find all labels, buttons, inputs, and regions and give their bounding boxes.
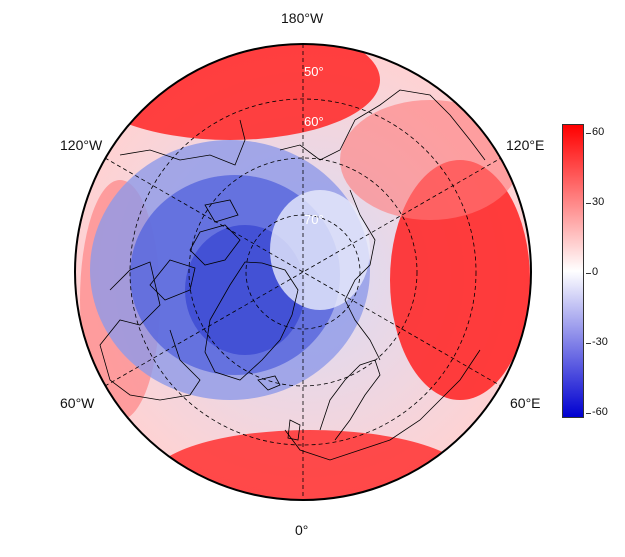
longitude-label-lower-right: 60°E [510, 395, 541, 411]
field-layer [75, 44, 531, 500]
longitude-label-bottom: 0° [295, 522, 309, 538]
latitude-label-60: 60° [304, 114, 324, 129]
siberia-coast [279, 89, 486, 161]
north-america-coast [99, 261, 201, 401]
longitude-label-upper-right: 120°E [506, 137, 545, 153]
greenland-coast [204, 261, 299, 381]
alaska-coast [119, 119, 246, 166]
colorbar-tick-label: -30 [592, 336, 608, 348]
longitude-label-lower-left: 60°W [60, 395, 95, 411]
latitude-label-50: 50° [304, 64, 324, 79]
colorbar-tick [586, 413, 591, 414]
map-boundary [74, 43, 532, 501]
graticule [104, 44, 502, 500]
scandinavia-coast [319, 359, 381, 441]
coastlines [99, 89, 486, 461]
meridian-60w-120e [104, 157, 502, 387]
colorbar-tick-label: 60 [592, 126, 605, 138]
latitude-circle-60 [188, 157, 418, 387]
colorbar-tick-label: 0 [592, 266, 599, 278]
latitude-label-70: 70° [304, 212, 324, 227]
eurasia-north-coast [344, 189, 381, 361]
canadian-archipelago-coast [149, 199, 241, 301]
colorbar-tick [586, 273, 591, 274]
colorbar-tick [586, 203, 591, 204]
latitude-circle-50 [129, 98, 477, 446]
colorbar-tick [586, 343, 591, 344]
colorbar-tick-label: -60 [592, 406, 608, 418]
colorbar-tick [586, 133, 591, 134]
europe-coast [284, 349, 481, 461]
iceland-coast [257, 375, 281, 391]
meridian-120w-60e [104, 157, 502, 387]
longitude-label-top: 180°W [281, 10, 324, 26]
longitude-label-upper-left: 120°W [60, 137, 103, 153]
uk-coast [287, 419, 301, 441]
colorbar-tick-label: 30 [592, 196, 605, 208]
colorbar [562, 124, 584, 418]
